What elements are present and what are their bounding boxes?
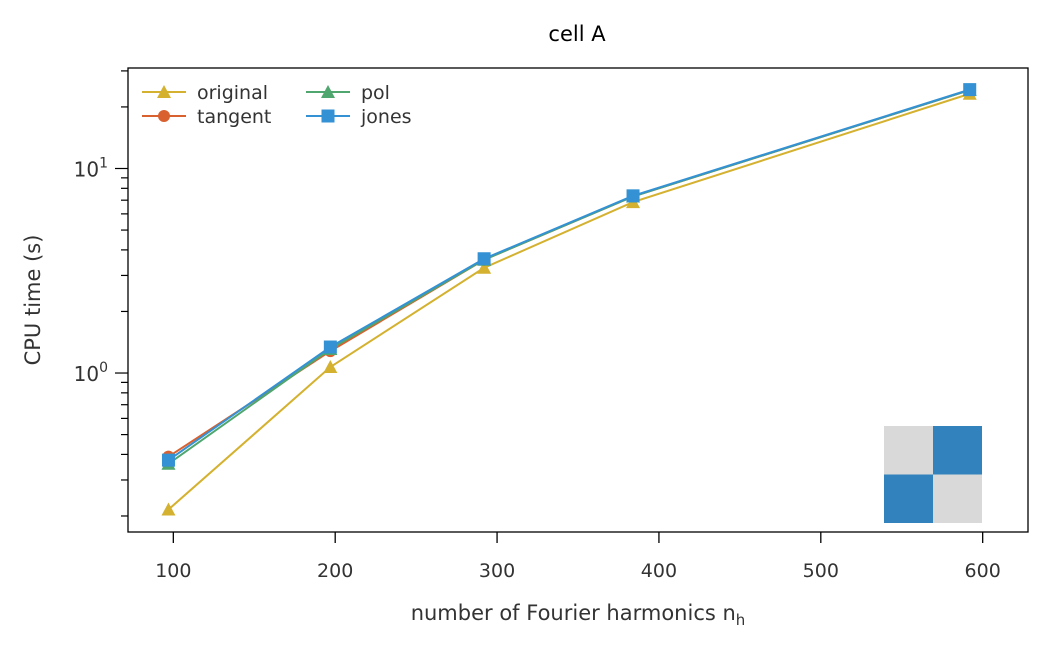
x-axis-label: number of Fourier harmonics nh xyxy=(411,601,746,629)
inset-cell xyxy=(884,426,933,475)
x-axis: 100 200 300 400 500 600 xyxy=(155,532,1001,582)
legend-marker xyxy=(158,110,170,122)
y-axis: 100 101 xyxy=(74,70,128,517)
series-jones xyxy=(161,83,977,467)
data-point-jones xyxy=(626,189,640,203)
series-line-tangent xyxy=(167,89,971,458)
series-line-original xyxy=(167,92,971,511)
legend-marker xyxy=(321,85,335,98)
data-point-jones xyxy=(963,83,977,97)
inset-cell xyxy=(933,474,982,523)
y-tick-label: 101 xyxy=(74,155,108,181)
inset-cell xyxy=(933,426,982,475)
data-point-jones xyxy=(477,252,491,266)
data-point-jones xyxy=(323,340,337,354)
chart-title: cell A xyxy=(548,22,606,46)
x-tick-label: 600 xyxy=(965,560,1001,582)
series-tangent xyxy=(162,83,976,463)
legend-label: original xyxy=(197,82,268,104)
series-pol xyxy=(161,82,977,470)
x-tick-label: 100 xyxy=(155,560,191,582)
y-tick-label: 100 xyxy=(74,360,108,386)
x-tick-label: 400 xyxy=(641,560,677,582)
data-point-original xyxy=(161,502,176,516)
x-tick-label: 300 xyxy=(479,560,515,582)
series-group xyxy=(161,82,977,516)
legend-item-pol: pol xyxy=(306,82,390,104)
series-original xyxy=(161,86,977,516)
legend-label: jones xyxy=(360,106,412,128)
y-axis-label: CPU time (s) xyxy=(21,235,45,366)
legend-item-jones: jones xyxy=(306,106,412,128)
x-tick-label: 500 xyxy=(803,560,839,582)
data-point-jones xyxy=(161,453,175,467)
data-point-original xyxy=(477,260,492,274)
x-tick-label: 200 xyxy=(317,560,353,582)
legend-marker xyxy=(321,109,335,123)
plot-frame xyxy=(127,67,1029,533)
legend-item-tangent: tangent xyxy=(142,106,271,128)
inset-cell xyxy=(884,474,933,523)
data-point-original xyxy=(323,360,338,374)
inset-pattern-icon xyxy=(884,426,982,523)
legend-marker xyxy=(157,85,171,98)
legend-item-original: original xyxy=(142,82,268,104)
legend-label: pol xyxy=(361,82,390,104)
legend-label: tangent xyxy=(197,106,271,128)
series-line-pol xyxy=(167,89,971,465)
